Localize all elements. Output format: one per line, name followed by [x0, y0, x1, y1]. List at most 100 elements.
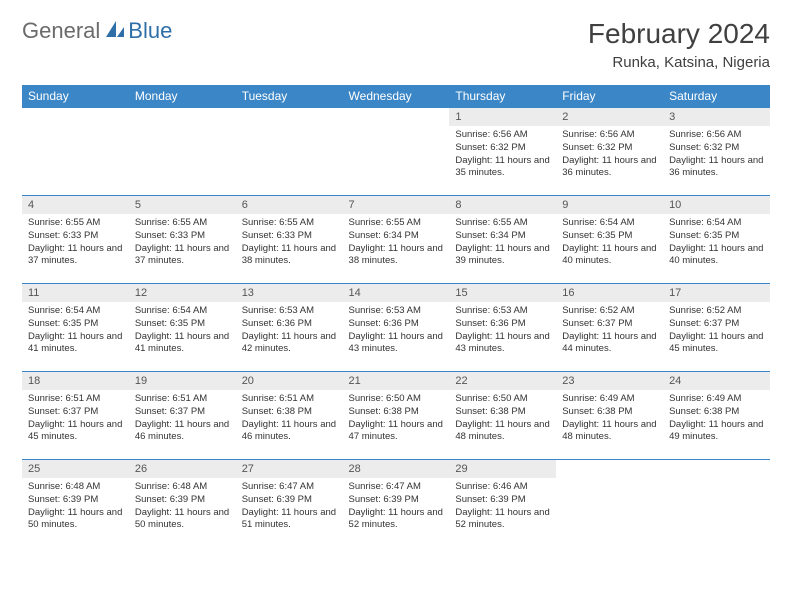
calendar-cell: 14Sunrise: 6:53 AMSunset: 6:36 PMDayligh… [343, 284, 450, 372]
calendar-cell: 10Sunrise: 6:54 AMSunset: 6:35 PMDayligh… [663, 196, 770, 284]
day-info: Sunrise: 6:54 AMSunset: 6:35 PMDaylight:… [22, 302, 129, 360]
day-info: Sunrise: 6:53 AMSunset: 6:36 PMDaylight:… [343, 302, 450, 360]
sunset-text: Sunset: 6:36 PM [242, 318, 337, 331]
sunset-text: Sunset: 6:35 PM [562, 230, 657, 243]
day-number: 15 [449, 284, 556, 302]
calendar-cell: 16Sunrise: 6:52 AMSunset: 6:37 PMDayligh… [556, 284, 663, 372]
calendar-cell: 29Sunrise: 6:46 AMSunset: 6:39 PMDayligh… [449, 460, 556, 548]
sunrise-text: Sunrise: 6:47 AM [242, 481, 337, 494]
calendar-week-row: 1Sunrise: 6:56 AMSunset: 6:32 PMDaylight… [22, 108, 770, 196]
sunrise-text: Sunrise: 6:54 AM [28, 305, 123, 318]
day-info: Sunrise: 6:56 AMSunset: 6:32 PMDaylight:… [449, 126, 556, 184]
sunset-text: Sunset: 6:33 PM [135, 230, 230, 243]
daylight-text: Daylight: 11 hours and 37 minutes. [28, 243, 123, 269]
day-number: 3 [663, 108, 770, 126]
day-header: Monday [129, 85, 236, 108]
sunrise-text: Sunrise: 6:53 AM [349, 305, 444, 318]
day-number: 25 [22, 460, 129, 478]
location-label: Runka, Katsina, Nigeria [588, 54, 770, 71]
calendar-week-row: 25Sunrise: 6:48 AMSunset: 6:39 PMDayligh… [22, 460, 770, 548]
sunrise-text: Sunrise: 6:51 AM [242, 393, 337, 406]
calendar-week-row: 18Sunrise: 6:51 AMSunset: 6:37 PMDayligh… [22, 372, 770, 460]
daylight-text: Daylight: 11 hours and 43 minutes. [349, 331, 444, 357]
sunset-text: Sunset: 6:39 PM [455, 494, 550, 507]
sunset-text: Sunset: 6:39 PM [135, 494, 230, 507]
day-info: Sunrise: 6:53 AMSunset: 6:36 PMDaylight:… [236, 302, 343, 360]
sunrise-text: Sunrise: 6:55 AM [349, 217, 444, 230]
calendar-cell: 15Sunrise: 6:53 AMSunset: 6:36 PMDayligh… [449, 284, 556, 372]
calendar-cell: 23Sunrise: 6:49 AMSunset: 6:38 PMDayligh… [556, 372, 663, 460]
calendar-cell: 28Sunrise: 6:47 AMSunset: 6:39 PMDayligh… [343, 460, 450, 548]
sunset-text: Sunset: 6:39 PM [28, 494, 123, 507]
page-header: General Blue February 2024 Runka, Katsin… [22, 18, 770, 71]
day-info: Sunrise: 6:46 AMSunset: 6:39 PMDaylight:… [449, 478, 556, 536]
daylight-text: Daylight: 11 hours and 44 minutes. [562, 331, 657, 357]
sunset-text: Sunset: 6:33 PM [242, 230, 337, 243]
day-number: 6 [236, 196, 343, 214]
calendar-cell: 7Sunrise: 6:55 AMSunset: 6:34 PMDaylight… [343, 196, 450, 284]
day-number: 8 [449, 196, 556, 214]
day-number: 10 [663, 196, 770, 214]
sunset-text: Sunset: 6:38 PM [349, 406, 444, 419]
sunset-text: Sunset: 6:37 PM [28, 406, 123, 419]
calendar-cell [236, 108, 343, 196]
calendar-cell: 22Sunrise: 6:50 AMSunset: 6:38 PMDayligh… [449, 372, 556, 460]
daylight-text: Daylight: 11 hours and 40 minutes. [669, 243, 764, 269]
daylight-text: Daylight: 11 hours and 47 minutes. [349, 419, 444, 445]
day-number: 14 [343, 284, 450, 302]
day-number: 18 [22, 372, 129, 390]
sunrise-text: Sunrise: 6:46 AM [455, 481, 550, 494]
day-header: Wednesday [343, 85, 450, 108]
day-info: Sunrise: 6:54 AMSunset: 6:35 PMDaylight:… [556, 214, 663, 272]
day-info: Sunrise: 6:55 AMSunset: 6:33 PMDaylight:… [22, 214, 129, 272]
daylight-text: Daylight: 11 hours and 40 minutes. [562, 243, 657, 269]
day-info: Sunrise: 6:54 AMSunset: 6:35 PMDaylight:… [663, 214, 770, 272]
day-number: 24 [663, 372, 770, 390]
calendar-cell [22, 108, 129, 196]
daylight-text: Daylight: 11 hours and 51 minutes. [242, 507, 337, 533]
sunrise-text: Sunrise: 6:56 AM [562, 129, 657, 142]
day-info: Sunrise: 6:56 AMSunset: 6:32 PMDaylight:… [663, 126, 770, 184]
sunrise-text: Sunrise: 6:49 AM [669, 393, 764, 406]
calendar-cell: 17Sunrise: 6:52 AMSunset: 6:37 PMDayligh… [663, 284, 770, 372]
day-number: 26 [129, 460, 236, 478]
daylight-text: Daylight: 11 hours and 49 minutes. [669, 419, 764, 445]
day-info: Sunrise: 6:49 AMSunset: 6:38 PMDaylight:… [663, 390, 770, 448]
day-number: 27 [236, 460, 343, 478]
daylight-text: Daylight: 11 hours and 41 minutes. [135, 331, 230, 357]
logo-text-blue: Blue [128, 18, 172, 44]
day-info: Sunrise: 6:55 AMSunset: 6:33 PMDaylight:… [129, 214, 236, 272]
day-number: 21 [343, 372, 450, 390]
calendar-week-row: 4Sunrise: 6:55 AMSunset: 6:33 PMDaylight… [22, 196, 770, 284]
calendar-cell: 1Sunrise: 6:56 AMSunset: 6:32 PMDaylight… [449, 108, 556, 196]
sunrise-text: Sunrise: 6:54 AM [669, 217, 764, 230]
calendar-cell: 24Sunrise: 6:49 AMSunset: 6:38 PMDayligh… [663, 372, 770, 460]
calendar-table: Sunday Monday Tuesday Wednesday Thursday… [22, 85, 770, 548]
title-block: February 2024 Runka, Katsina, Nigeria [588, 18, 770, 71]
calendar-cell: 13Sunrise: 6:53 AMSunset: 6:36 PMDayligh… [236, 284, 343, 372]
sunrise-text: Sunrise: 6:51 AM [135, 393, 230, 406]
sunset-text: Sunset: 6:38 PM [242, 406, 337, 419]
sunset-text: Sunset: 6:33 PM [28, 230, 123, 243]
sunrise-text: Sunrise: 6:48 AM [28, 481, 123, 494]
calendar-cell: 27Sunrise: 6:47 AMSunset: 6:39 PMDayligh… [236, 460, 343, 548]
day-number: 20 [236, 372, 343, 390]
day-number: 2 [556, 108, 663, 126]
sunset-text: Sunset: 6:35 PM [135, 318, 230, 331]
day-number: 13 [236, 284, 343, 302]
day-info: Sunrise: 6:47 AMSunset: 6:39 PMDaylight:… [343, 478, 450, 536]
daylight-text: Daylight: 11 hours and 45 minutes. [28, 419, 123, 445]
daylight-text: Daylight: 11 hours and 36 minutes. [562, 155, 657, 181]
day-number: 23 [556, 372, 663, 390]
day-header: Tuesday [236, 85, 343, 108]
sunset-text: Sunset: 6:38 PM [455, 406, 550, 419]
day-number: 1 [449, 108, 556, 126]
calendar-cell: 20Sunrise: 6:51 AMSunset: 6:38 PMDayligh… [236, 372, 343, 460]
calendar-cell [343, 108, 450, 196]
calendar-cell: 5Sunrise: 6:55 AMSunset: 6:33 PMDaylight… [129, 196, 236, 284]
day-info: Sunrise: 6:49 AMSunset: 6:38 PMDaylight:… [556, 390, 663, 448]
day-number: 29 [449, 460, 556, 478]
day-info: Sunrise: 6:50 AMSunset: 6:38 PMDaylight:… [343, 390, 450, 448]
sunset-text: Sunset: 6:34 PM [455, 230, 550, 243]
day-info: Sunrise: 6:47 AMSunset: 6:39 PMDaylight:… [236, 478, 343, 536]
